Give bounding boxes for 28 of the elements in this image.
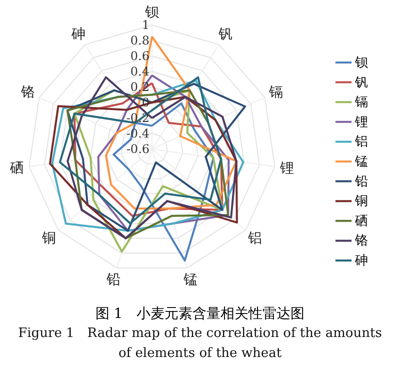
legend-label: 砷 [354, 254, 368, 268]
legend-label: 钒 [354, 75, 368, 90]
text: Figure 1 Radar map of the correlation of the amounts of elements of the wheat [18, 326, 382, 361]
y-tick-label: 0.8 [130, 34, 150, 48]
spoke-label: 镉 [268, 84, 284, 100]
spoke-label: 钒 [218, 26, 233, 42]
legend-label: 铝 [354, 134, 368, 150]
spoke-label: 钡 [144, 4, 159, 21]
spoke-label: 锂 [279, 160, 294, 176]
spoke-label: 锰 [182, 272, 198, 288]
legend-label: 锂 [354, 114, 368, 130]
spoke-label: 铝 [247, 230, 262, 246]
legend-label: 钡 [354, 56, 368, 70]
y-tick-label: -0.6 [126, 142, 150, 156]
legend-label: 锰 [354, 154, 368, 170]
legend-label: 铜 [354, 194, 368, 210]
legend-label: 铬 [354, 234, 368, 249]
legend-label: 硒 [354, 214, 368, 229]
y-tick-label: 0 [142, 96, 150, 110]
spoke-label: 铅 [106, 272, 121, 288]
spoke-label: 铜 [40, 230, 56, 246]
legend-label: 镉 [354, 95, 368, 110]
text: 图 1 小麦元素含量相关性雷达图 [95, 306, 305, 322]
legend-label: 铅 [354, 174, 368, 190]
spoke-label: 硒 [8, 160, 24, 176]
y-tick-label: 1 [142, 18, 150, 32]
spoke-label: 砷 [70, 26, 86, 42]
spoke-label: 铬 [20, 84, 35, 100]
